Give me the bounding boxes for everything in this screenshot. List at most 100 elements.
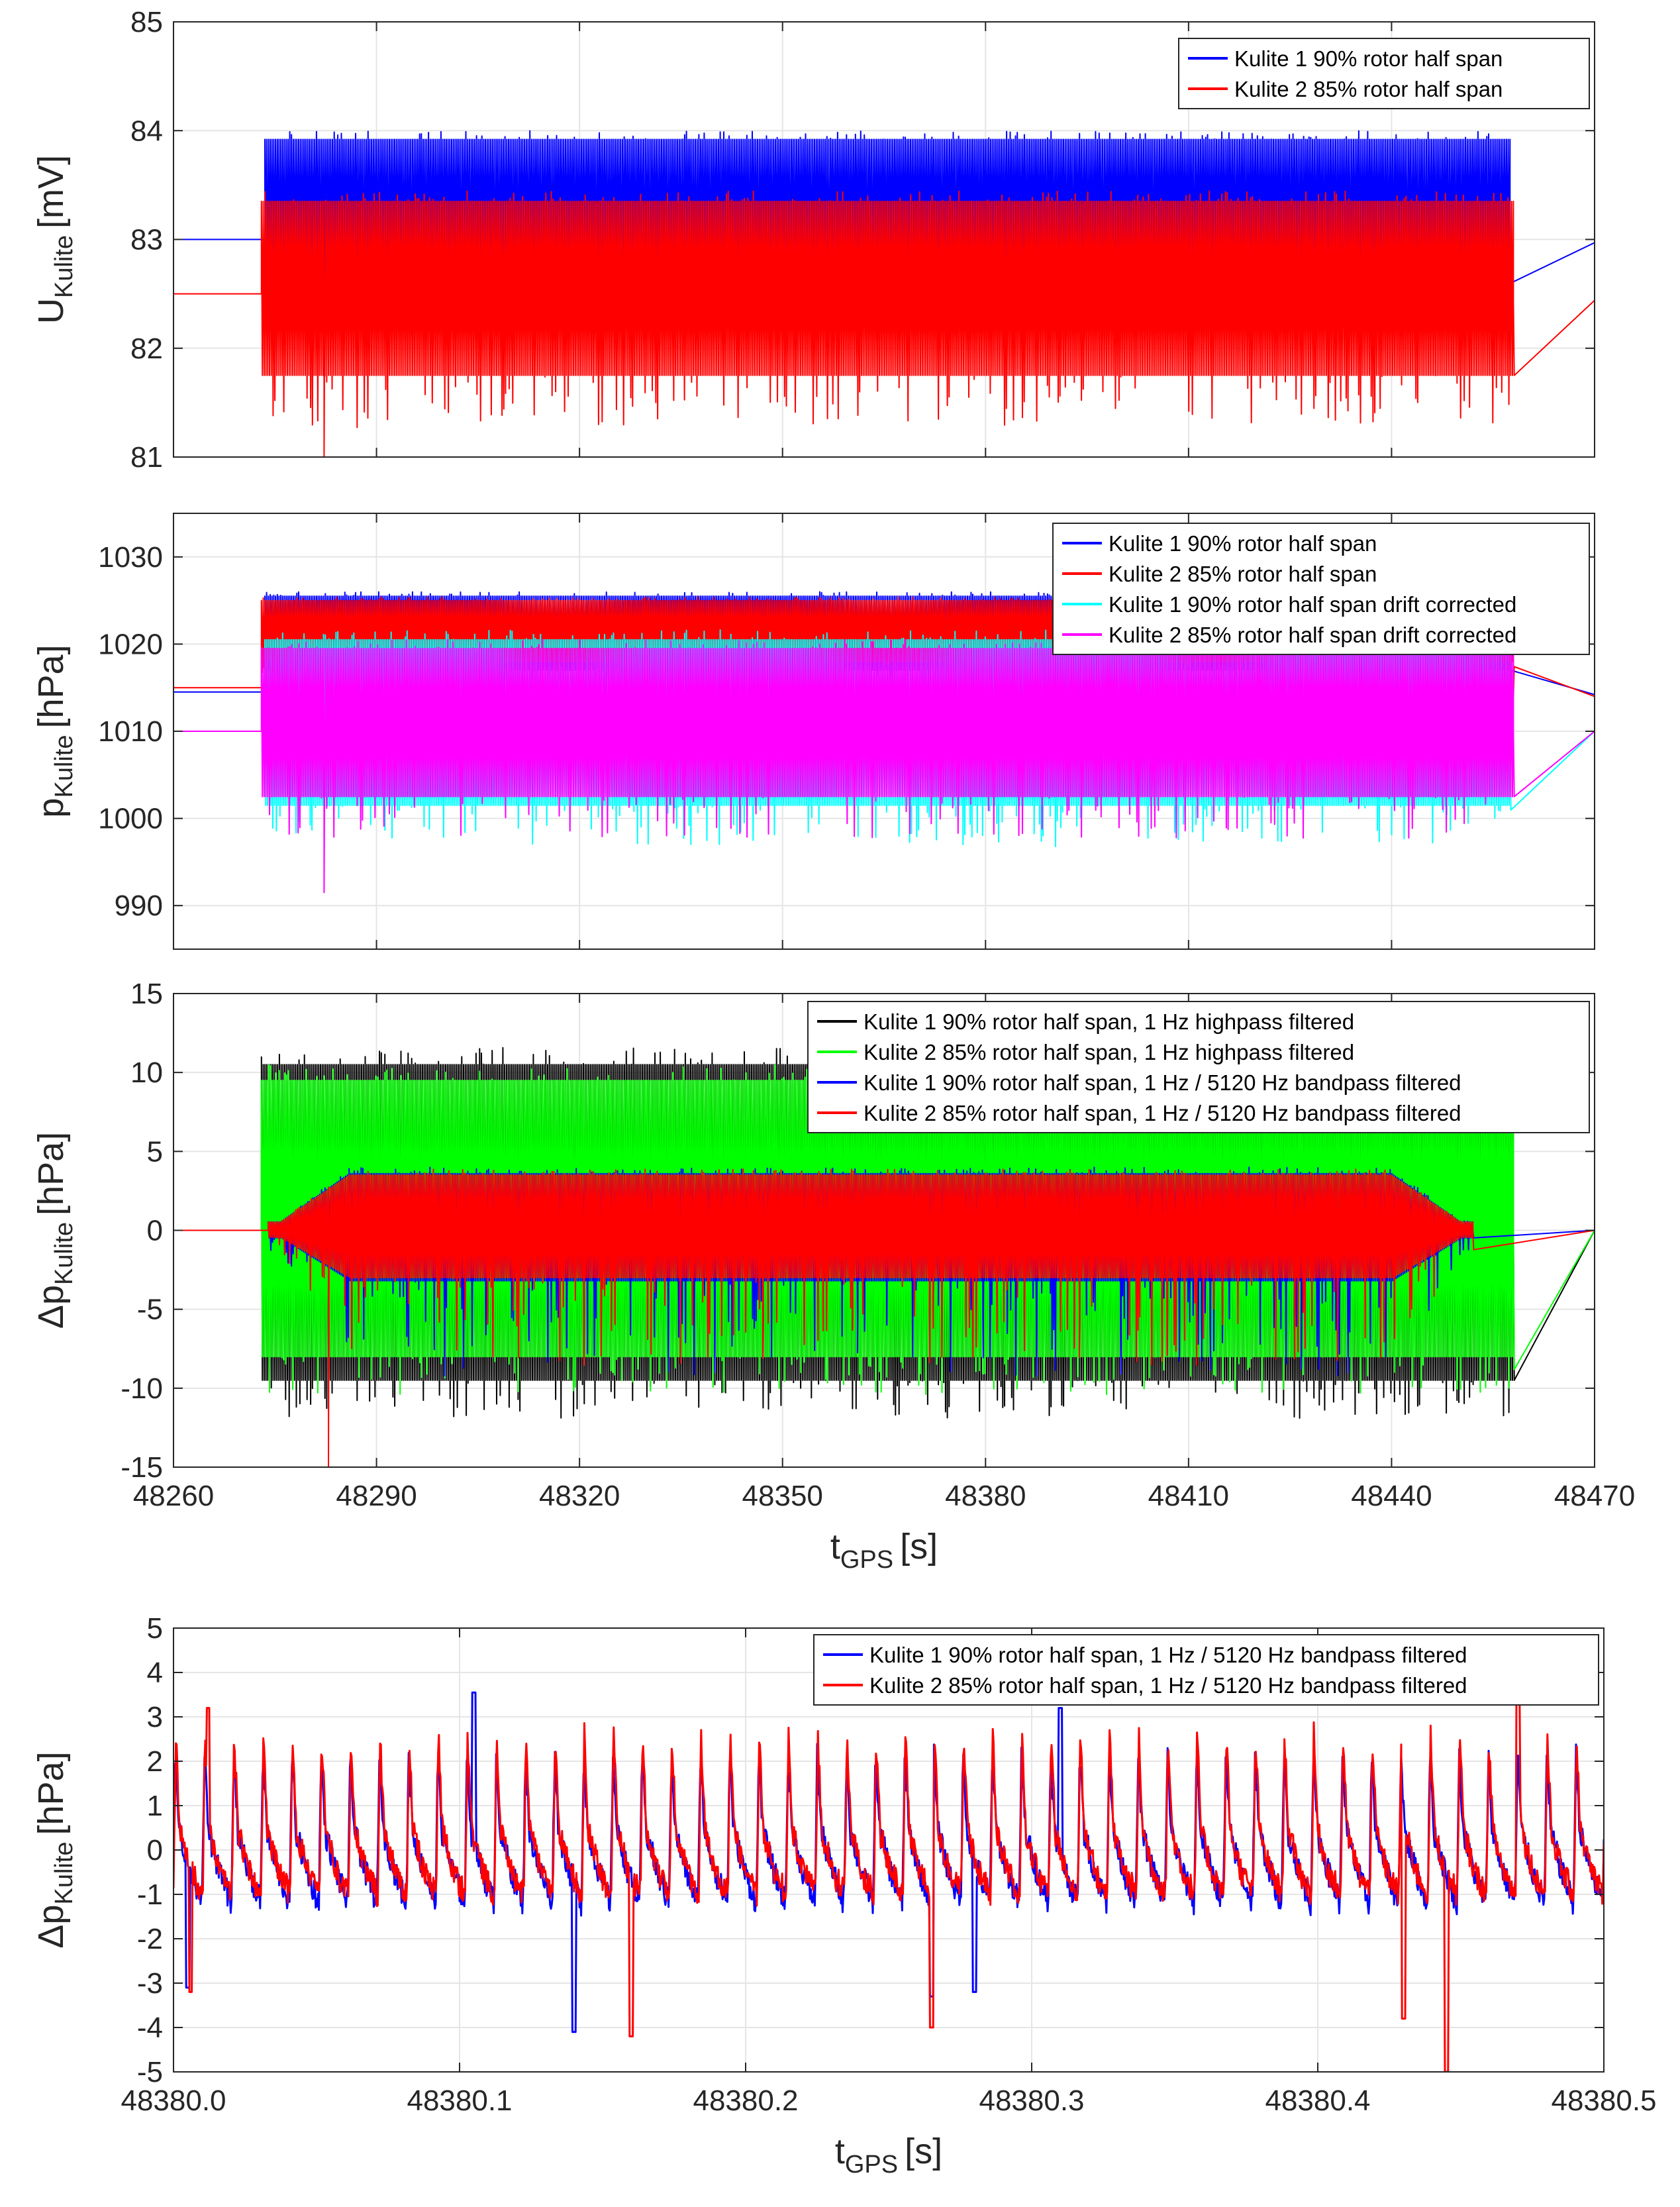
xtick-label: 48380.2 <box>693 2084 798 2117</box>
ylabel-main: Δp <box>31 1285 71 1329</box>
ytick-label: 990 <box>115 890 163 922</box>
panel-zoom: -5 -4 -3 -2 -1 0 1 2 3 4 5 48380.0 48380.1 48380.2 483… <box>31 1612 1657 2179</box>
ylabel-main: p <box>31 798 71 818</box>
ytick-label: 84 <box>130 115 163 147</box>
xlabel: tGPS [s] <box>835 2131 942 2179</box>
legend: Kulite 1 90% rotor half span, 1 Hz / 512… <box>813 1634 1599 1706</box>
xlabel: tGPS [s] <box>830 1527 938 1574</box>
xtick-label: 48410 <box>1148 1480 1229 1512</box>
legend-box <box>807 1001 1590 1133</box>
ytick-label: 1000 <box>98 803 163 835</box>
ytick-label: 83 <box>130 224 163 256</box>
xtick-label: 48380.3 <box>979 2084 1084 2117</box>
legend-box <box>1178 38 1590 109</box>
panel-pressure: 990 1000 1010 1020 1030 pKulite [hPa] Kulite 1 … <box>31 513 1595 950</box>
ytick-label: -1 <box>137 1878 163 1911</box>
xtick-label: 48470 <box>1554 1480 1635 1512</box>
ytick-label: 1 <box>147 1790 163 1822</box>
xlabel-sub: GPS <box>840 1546 893 1574</box>
ytick-label: -15 <box>121 1451 163 1484</box>
ytick-label: 81 <box>130 441 163 474</box>
ytick-label: 1030 <box>98 541 163 574</box>
legend-box <box>1052 523 1590 655</box>
series-2-3 <box>173 1168 1595 1467</box>
ytick-label: 2 <box>147 1745 163 1778</box>
xtick-label: 48380.4 <box>1265 2084 1370 2117</box>
ylabel: UKulite [mV] <box>31 155 78 324</box>
ylabel-sub: Kulite <box>50 1222 78 1285</box>
xlabel-main: t <box>835 2131 845 2171</box>
ytick-label: 0 <box>147 1834 163 1867</box>
ylabel-unit: [hPa] <box>31 1132 71 1215</box>
series-0-1 <box>173 190 1595 457</box>
series-group <box>173 591 1595 894</box>
panel-filtered: -15 -10 -5 0 5 10 15 48260 48290 48320 48350 48380 4… <box>31 978 1635 1574</box>
ytick-label: -5 <box>137 2056 163 2088</box>
ylabel-main: Δp <box>31 1905 71 1949</box>
ytick-label: 10 <box>130 1056 163 1089</box>
ylabel-sub: Kulite <box>50 735 78 797</box>
ytick-label: 3 <box>147 1701 163 1733</box>
ylabel-sub: Kulite <box>50 235 78 298</box>
ytick-label: -5 <box>137 1294 163 1326</box>
legend-box <box>813 1634 1599 1706</box>
ytick-label: -3 <box>137 1967 163 2000</box>
xtick-label: 48260 <box>133 1480 214 1512</box>
legend-entry: Kulite 2 85% rotor half span, 1 Hz / 512… <box>869 1673 1467 1698</box>
ytick-label: 1010 <box>98 715 163 748</box>
legend-entry: Kulite 1 90% rotor half span <box>1234 46 1503 71</box>
ylabel: ΔpKulite [hPa] <box>31 1132 78 1329</box>
legend-entry: Kulite 1 90% rotor half span <box>1109 531 1377 556</box>
legend-entry: Kulite 1 90% rotor half span, 1 Hz highp… <box>864 1009 1354 1034</box>
ytick-label: 5 <box>147 1135 163 1168</box>
xlabel-main: t <box>830 1527 840 1566</box>
ytick-label: 0 <box>147 1215 163 1247</box>
ytick-label: 1020 <box>98 628 163 660</box>
series-1-3 <box>173 639 1595 894</box>
xtick-label: 48440 <box>1351 1480 1432 1512</box>
ylabel-unit: [hPa] <box>31 644 71 728</box>
xtick-label: 48380.1 <box>407 2084 512 2117</box>
ytick-label: 4 <box>147 1657 163 1689</box>
xtick-label: 48380.5 <box>1551 2084 1656 2117</box>
xlabel-unit: [s] <box>900 1527 938 1566</box>
xtick-label: 48350 <box>742 1480 823 1512</box>
ytick-label: 5 <box>147 1612 163 1645</box>
legend-entry: Kulite 2 85% rotor half span <box>1234 77 1503 101</box>
xlabel-sub: GPS <box>845 2151 898 2179</box>
legend: Kulite 1 90% rotor half span Kulite 2 85%… <box>1052 523 1590 655</box>
panel-voltage: 81 82 83 84 85 UKulite [mV] Kulite 1 90% rotor … <box>31 6 1595 474</box>
ylabel: ΔpKulite [hPa] <box>31 1751 78 1948</box>
ylabel-unit: [mV] <box>31 155 71 229</box>
xtick-label: 48290 <box>336 1480 417 1512</box>
ylabel-sub: Kulite <box>50 1841 78 1904</box>
legend-entry: Kulite 2 85% rotor half span drift corre… <box>1109 623 1516 647</box>
series-group <box>173 130 1595 457</box>
legend-entry: Kulite 1 90% rotor half span drift corre… <box>1109 592 1516 617</box>
legend-entry: Kulite 1 90% rotor half span, 1 Hz / 512… <box>869 1643 1467 1667</box>
legend-entry: Kulite 2 85% rotor half span <box>1109 562 1377 586</box>
ylabel: pKulite [hPa] <box>31 644 78 817</box>
xlabel-unit: [s] <box>905 2131 942 2171</box>
legend: Kulite 1 90% rotor half span Kulite 2 85%… <box>1178 38 1590 109</box>
ytick-label: -4 <box>137 2012 163 2044</box>
ytick-label: -2 <box>137 1923 163 1955</box>
ylabel-unit: [hPa] <box>31 1751 71 1835</box>
series-group <box>173 1691 1604 2072</box>
xtick-label: 48380 <box>945 1480 1026 1512</box>
ytick-label: 82 <box>130 333 163 365</box>
ylabel-main: U <box>31 298 71 324</box>
ytick-label: 15 <box>130 978 163 1010</box>
legend-entry: Kulite 2 85% rotor half span, 1 Hz / 512… <box>864 1101 1461 1125</box>
series-group <box>173 1045 1595 1467</box>
series-3-1 <box>173 1698 1604 2072</box>
ytick-label: -10 <box>121 1372 163 1405</box>
legend: Kulite 1 90% rotor half span, 1 Hz highp… <box>807 1001 1590 1133</box>
xtick-label: 48380.0 <box>121 2084 226 2117</box>
legend-entry: Kulite 1 90% rotor half span, 1 Hz / 512… <box>864 1070 1461 1095</box>
xtick-label: 48320 <box>539 1480 620 1512</box>
ytick-label: 85 <box>130 6 163 38</box>
legend-entry: Kulite 2 85% rotor half span, 1 Hz highp… <box>864 1040 1354 1064</box>
